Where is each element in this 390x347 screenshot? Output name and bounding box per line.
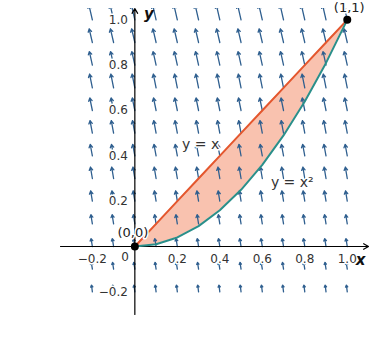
svg-text:0.2: 0.2 xyxy=(109,194,128,208)
svg-text:y = x: y = x xyxy=(182,136,219,152)
svg-text:−0.2: −0.2 xyxy=(99,285,128,299)
svg-text:0.4: 0.4 xyxy=(109,149,128,163)
svg-text:1.0: 1.0 xyxy=(109,13,128,27)
svg-text:0.4: 0.4 xyxy=(210,252,229,266)
svg-text:1.0: 1.0 xyxy=(338,252,357,266)
svg-text:0.6: 0.6 xyxy=(253,252,272,266)
svg-text:0.6: 0.6 xyxy=(109,103,128,117)
svg-text:−0.2: −0.2 xyxy=(78,252,107,266)
svg-text:0.2: 0.2 xyxy=(168,252,187,266)
svg-text:y: y xyxy=(144,5,155,23)
svg-text:(0,0): (0,0) xyxy=(117,225,148,240)
svg-text:x: x xyxy=(355,251,367,269)
svg-text:y = x²: y = x² xyxy=(271,174,314,190)
svg-text:0.8: 0.8 xyxy=(109,58,128,72)
svg-text:(1,1): (1,1) xyxy=(334,0,365,15)
svg-text:0.8: 0.8 xyxy=(295,252,314,266)
svg-text:0: 0 xyxy=(121,250,129,264)
